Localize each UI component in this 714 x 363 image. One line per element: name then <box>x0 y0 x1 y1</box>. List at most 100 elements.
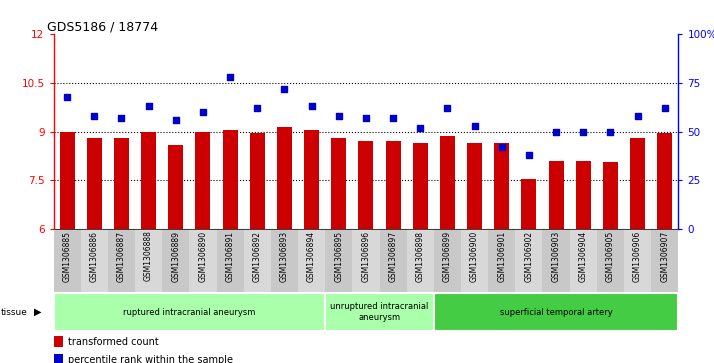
Bar <box>304 130 319 229</box>
FancyBboxPatch shape <box>54 293 325 331</box>
Point <box>170 117 181 123</box>
Point <box>415 125 426 131</box>
Bar <box>54 336 63 347</box>
Bar <box>575 161 590 229</box>
Text: transformed count: transformed count <box>68 337 159 347</box>
Bar <box>380 229 407 292</box>
Text: tissue: tissue <box>1 308 28 317</box>
Text: GSM1306890: GSM1306890 <box>198 231 208 282</box>
Point <box>578 129 589 135</box>
Text: GSM1306888: GSM1306888 <box>144 231 153 281</box>
Text: GSM1306900: GSM1306900 <box>470 231 479 282</box>
Bar <box>461 229 488 292</box>
Bar <box>325 229 352 292</box>
Bar <box>440 136 455 229</box>
Text: GSM1306893: GSM1306893 <box>280 231 289 282</box>
Bar <box>570 229 597 292</box>
Point <box>61 94 73 99</box>
Text: GSM1306887: GSM1306887 <box>117 231 126 282</box>
Bar <box>603 162 618 229</box>
Text: GSM1306895: GSM1306895 <box>334 231 343 282</box>
Text: GDS5186 / 18774: GDS5186 / 18774 <box>47 20 159 33</box>
Bar <box>597 229 624 292</box>
Bar <box>407 229 434 292</box>
Bar <box>87 138 102 229</box>
Text: GSM1306902: GSM1306902 <box>524 231 533 282</box>
Bar <box>250 133 265 229</box>
Text: GSM1306907: GSM1306907 <box>660 231 669 282</box>
Point <box>605 129 616 135</box>
Bar <box>434 229 461 292</box>
Point <box>306 103 317 109</box>
Text: ruptured intracranial aneurysm: ruptured intracranial aneurysm <box>124 308 256 317</box>
Text: unruptured intracranial
aneurysm: unruptured intracranial aneurysm <box>331 302 428 322</box>
Bar <box>543 229 570 292</box>
Bar <box>413 143 428 229</box>
Point <box>116 115 127 121</box>
Point <box>278 86 290 92</box>
Bar <box>651 229 678 292</box>
Point <box>388 115 399 121</box>
Bar <box>60 132 74 229</box>
Text: GSM1306906: GSM1306906 <box>633 231 642 282</box>
Bar <box>141 132 156 229</box>
Bar <box>277 127 292 229</box>
Bar <box>488 229 516 292</box>
Bar <box>467 143 482 229</box>
Point <box>89 113 100 119</box>
Bar <box>114 138 129 229</box>
Bar <box>271 229 298 292</box>
Point <box>333 113 344 119</box>
Bar <box>189 229 216 292</box>
Point <box>496 144 508 150</box>
Bar <box>624 229 651 292</box>
Text: GSM1306886: GSM1306886 <box>90 231 99 282</box>
Text: GSM1306889: GSM1306889 <box>171 231 180 282</box>
Bar <box>494 143 509 229</box>
Bar <box>386 141 401 229</box>
Bar <box>216 229 243 292</box>
Bar <box>243 229 271 292</box>
Text: GSM1306903: GSM1306903 <box>552 231 560 282</box>
Point <box>251 105 263 111</box>
FancyBboxPatch shape <box>434 293 678 331</box>
Text: GSM1306894: GSM1306894 <box>307 231 316 282</box>
Text: GSM1306905: GSM1306905 <box>606 231 615 282</box>
Text: percentile rank within the sample: percentile rank within the sample <box>68 355 233 363</box>
Text: GSM1306901: GSM1306901 <box>497 231 506 282</box>
Bar <box>223 130 238 229</box>
Bar <box>358 141 373 229</box>
Text: GSM1306899: GSM1306899 <box>443 231 452 282</box>
Point <box>469 123 481 129</box>
Point <box>224 74 236 80</box>
Text: GSM1306891: GSM1306891 <box>226 231 235 282</box>
Point <box>632 113 643 119</box>
Bar <box>54 354 63 363</box>
Text: GSM1306904: GSM1306904 <box>579 231 588 282</box>
Text: GSM1306898: GSM1306898 <box>416 231 425 282</box>
Bar <box>108 229 135 292</box>
Text: GSM1306897: GSM1306897 <box>388 231 398 282</box>
Text: superficial temporal artery: superficial temporal artery <box>500 308 613 317</box>
FancyBboxPatch shape <box>325 293 434 331</box>
Point <box>550 129 562 135</box>
Point <box>143 103 154 109</box>
Bar <box>54 229 81 292</box>
Bar <box>169 144 183 229</box>
Bar <box>521 179 536 229</box>
Point <box>197 109 208 115</box>
Bar <box>352 229 380 292</box>
Bar <box>81 229 108 292</box>
Bar <box>331 138 346 229</box>
Bar <box>548 161 563 229</box>
Bar <box>135 229 162 292</box>
Bar <box>298 229 325 292</box>
Bar <box>516 229 543 292</box>
Point <box>659 105 670 111</box>
Point <box>442 105 453 111</box>
Text: GSM1306892: GSM1306892 <box>253 231 262 282</box>
Text: GSM1306896: GSM1306896 <box>361 231 371 282</box>
Text: ▶: ▶ <box>34 307 42 317</box>
Bar <box>658 133 672 229</box>
Bar <box>162 229 189 292</box>
